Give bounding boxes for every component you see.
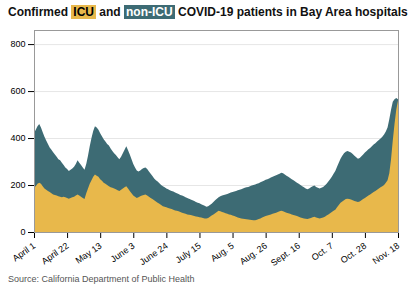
svg-text:400: 400 <box>10 134 25 144</box>
svg-text:Nov. 18: Nov. 18 <box>371 241 402 267</box>
html-text:Confirmed ICU and non-ICU COVI: Confirmed ICU and non-ICU COVID-19 patie… <box>8 5 408 19</box>
svg-text:600: 600 <box>10 87 25 97</box>
svg-text:Oct. 28: Oct. 28 <box>339 241 369 266</box>
svg-text:April 1: April 1 <box>11 241 38 264</box>
svg-text:200: 200 <box>10 181 25 191</box>
svg-text:April 22: April 22 <box>40 241 71 267</box>
svg-text:800: 800 <box>10 40 25 50</box>
svg-text:Oct. 7: Oct. 7 <box>310 241 335 263</box>
html-text:Source: California Department: Source: California Department of Public … <box>8 274 195 285</box>
svg-text:May 13: May 13 <box>74 241 104 266</box>
svg-text:0: 0 <box>20 228 25 238</box>
svg-text:Sept. 16: Sept. 16 <box>269 241 302 268</box>
svg-text:Aug. 5: Aug. 5 <box>209 241 236 264</box>
svg-text:June 3: June 3 <box>109 241 137 265</box>
svg-text:July 15: July 15 <box>174 241 203 266</box>
svg-text:June 24: June 24 <box>138 241 170 268</box>
svg-text:Aug. 26: Aug. 26 <box>238 241 269 267</box>
